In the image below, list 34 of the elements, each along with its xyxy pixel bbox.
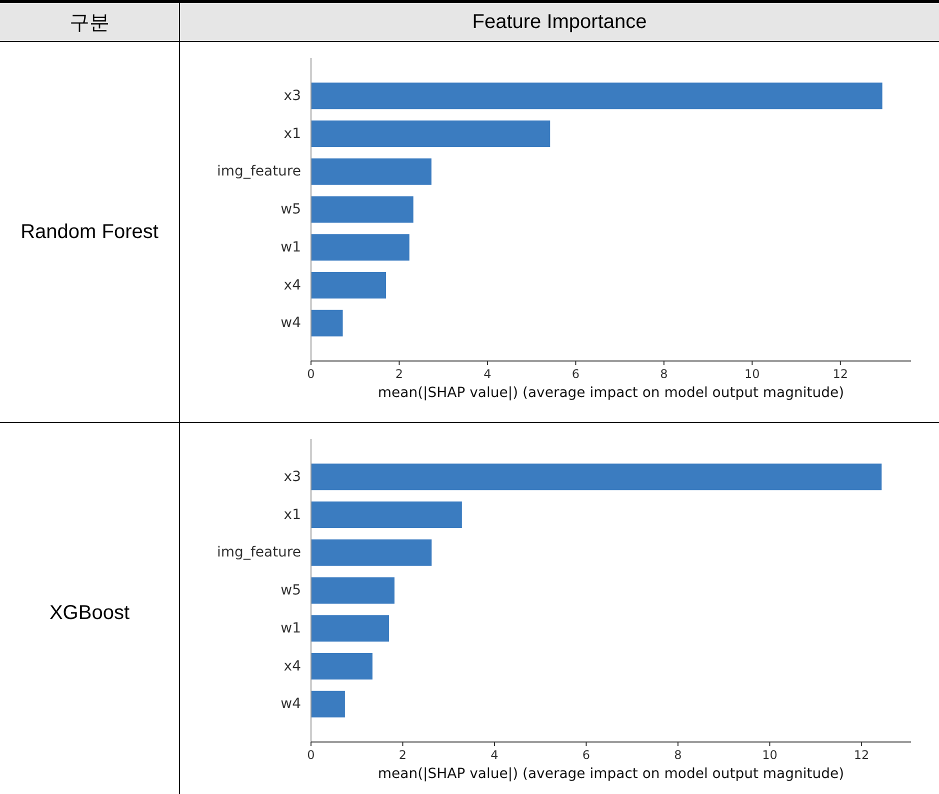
x-tick-label: 10 [762,748,778,762]
x-axis-title: mean(|SHAP value|) (average impact on model output magnitude) [378,766,844,782]
x-tick-label: 12 [832,367,848,381]
x-axis-title: mean(|SHAP value|) (average impact on model output magnitude) [378,385,844,401]
x-tick-label: 12 [854,748,870,762]
y-tick-label: w1 [280,620,301,636]
x-tick-label: 2 [395,367,404,381]
text: Random Forest [0,42,180,422]
y-tick-label: w4 [280,696,302,712]
y-tick-label: x1 [284,506,301,523]
y-tick-label: x4 [284,277,302,294]
y-tick-label: w5 [280,202,301,218]
y-tick-label: x1 [284,126,301,142]
y-tick-label: x3 [284,88,301,104]
text: Feature Importance [180,2,939,42]
y-tick-label: w4 [280,315,302,332]
x-tick-label: 8 [660,367,668,381]
y-tick-label: x3 [284,468,301,485]
y-tick-label: w5 [280,582,301,598]
x-tick-label: 8 [674,748,682,762]
y-tick-label: w1 [280,239,301,256]
x-tick-label: 4 [484,367,492,381]
x-tick-label: 6 [582,748,590,762]
x-tick-label: 6 [572,367,580,381]
y-tick-label: img_feature [217,544,301,561]
x-tick-label: 0 [307,367,315,381]
text: 구분 [0,2,180,42]
text: XGBoost [0,422,180,794]
y-tick-label: img_feature [217,164,301,180]
x-tick-label: 10 [744,367,760,381]
x-tick-label: 2 [398,748,407,762]
x-tick-label: 0 [307,748,315,762]
y-tick-label: x4 [284,658,302,674]
x-tick-label: 4 [490,748,498,762]
